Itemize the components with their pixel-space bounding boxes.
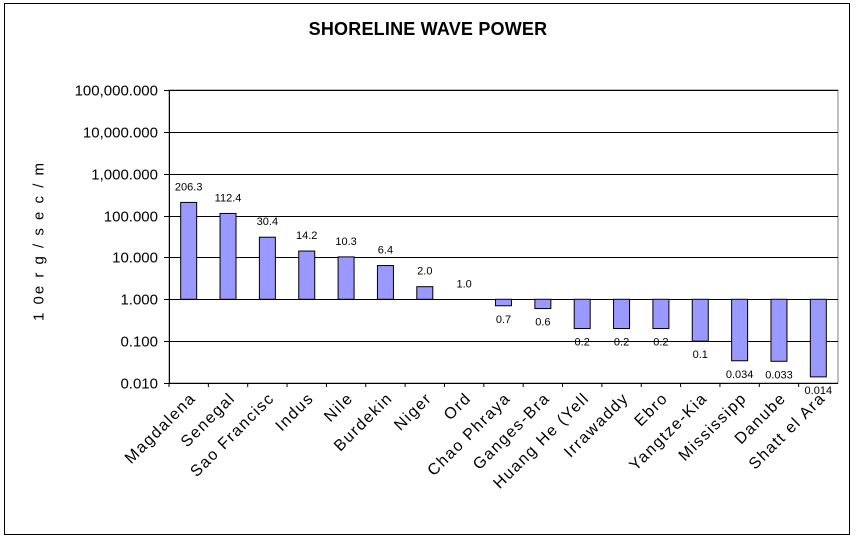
data-label: 30.4 xyxy=(257,216,278,228)
bar xyxy=(258,236,276,300)
y-tick-label: 100.000 xyxy=(104,209,158,226)
y-tick-label: 1,000.000 xyxy=(91,167,158,184)
bar xyxy=(337,256,355,300)
data-label: 10.3 xyxy=(335,236,356,248)
bar xyxy=(180,201,198,300)
category-label: Nile xyxy=(321,390,357,426)
plot-area xyxy=(168,89,839,384)
data-label: 0.2 xyxy=(614,337,629,349)
data-label: 0.034 xyxy=(726,369,754,381)
data-label: 1.0 xyxy=(456,278,471,290)
data-label: 6.4 xyxy=(378,245,393,257)
bar xyxy=(495,298,512,307)
category-label: Niger xyxy=(391,390,435,434)
bar xyxy=(376,265,394,300)
y-tick-label: 10,000.000 xyxy=(83,125,158,142)
bar xyxy=(809,298,827,378)
data-label: 0.2 xyxy=(575,337,590,349)
y-tick-label: 10.000 xyxy=(112,250,158,267)
data-label: 0.014 xyxy=(805,385,833,397)
data-label: 0.7 xyxy=(496,314,511,326)
data-label: 0.1 xyxy=(693,349,708,361)
bar xyxy=(691,298,709,342)
bar xyxy=(416,286,434,300)
bar xyxy=(298,250,316,300)
bar xyxy=(652,298,670,330)
y-tick-label: 1.000 xyxy=(120,292,158,309)
data-label: 206.3 xyxy=(175,181,203,193)
bar xyxy=(219,212,237,300)
chart-title: SHORELINE WAVE POWER xyxy=(308,19,548,39)
data-label: 0.2 xyxy=(653,337,668,349)
data-label: 0.033 xyxy=(765,369,793,381)
bar xyxy=(613,298,631,330)
y-tick-label: 0.100 xyxy=(120,334,158,351)
bar xyxy=(731,298,749,362)
data-label: 112.4 xyxy=(215,192,242,204)
bar xyxy=(534,298,552,310)
y-tick-label: 100,000.000 xyxy=(75,83,158,100)
data-label: 2.0 xyxy=(417,266,432,278)
data-label: 14.2 xyxy=(296,230,317,242)
data-label: 0.6 xyxy=(535,317,550,329)
bar xyxy=(573,298,591,330)
category-label: Ord xyxy=(441,390,475,424)
bar xyxy=(770,298,788,362)
y-tick-label: 0.010 xyxy=(120,376,158,393)
category-label: Indus xyxy=(273,390,318,435)
